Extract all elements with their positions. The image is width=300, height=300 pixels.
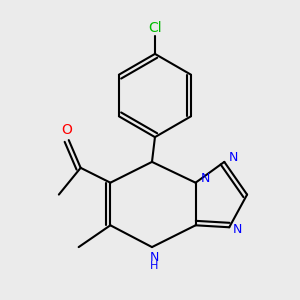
Text: H: H xyxy=(150,261,158,271)
Text: O: O xyxy=(61,123,72,137)
Text: N: N xyxy=(200,172,210,185)
Text: Cl: Cl xyxy=(148,21,162,35)
Text: N: N xyxy=(149,251,159,264)
Text: N: N xyxy=(233,223,243,236)
Text: N: N xyxy=(228,152,238,164)
